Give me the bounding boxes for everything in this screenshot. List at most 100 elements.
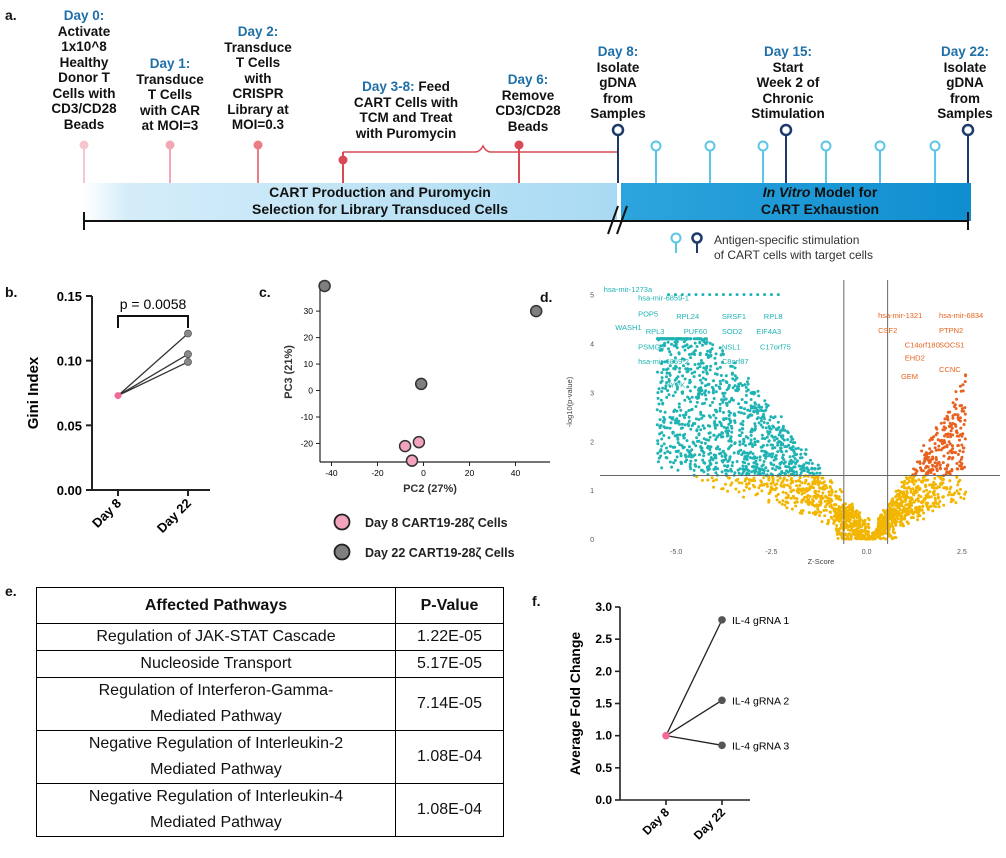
volcano-point	[829, 498, 833, 502]
volcano-point	[955, 413, 959, 417]
volcano-point	[806, 482, 810, 486]
volcano-point	[813, 504, 817, 508]
volcano-point	[690, 371, 694, 375]
y-tick-label: -10	[301, 412, 314, 422]
volcano-point	[699, 428, 703, 432]
volcano-point	[712, 467, 716, 471]
volcano-point	[850, 510, 854, 514]
volcano-point	[847, 532, 851, 536]
volcano-point	[726, 433, 730, 437]
volcano-point	[783, 445, 787, 449]
volcano-point	[942, 486, 946, 490]
volcano-point	[721, 487, 725, 491]
volcano-point	[660, 437, 664, 441]
volcano-point	[752, 410, 756, 414]
volcano-point	[761, 425, 765, 429]
volcano-point	[775, 428, 779, 432]
volcano-point	[755, 456, 759, 460]
volcano-point	[945, 443, 949, 447]
volcano-point	[896, 506, 900, 510]
event-day-0-line: CD3/CD28	[51, 101, 117, 116]
volcano-point	[665, 371, 669, 375]
volcano-point	[905, 481, 909, 485]
volcano-point	[668, 444, 672, 448]
volcano-point	[687, 419, 691, 423]
volcano-point	[908, 480, 911, 483]
volcano-point	[751, 452, 755, 456]
volcano-point	[678, 366, 682, 370]
volcano-point	[741, 464, 745, 468]
event-day-22-line: gDNA	[946, 75, 984, 90]
volcano-point	[722, 425, 726, 429]
event-day-8-line: Samples	[590, 106, 646, 121]
volcano-point	[806, 499, 810, 503]
volcano-point	[839, 523, 843, 527]
volcano-point	[695, 396, 699, 400]
volcano-point	[884, 513, 888, 517]
volcano-point	[718, 409, 722, 413]
volcano-point	[698, 391, 701, 395]
volcano-point	[927, 495, 931, 499]
volcano-point	[674, 382, 678, 386]
header-affected-pathways: Affected Pathways	[36, 587, 396, 624]
volcano-point	[665, 375, 668, 379]
volcano-point	[920, 449, 924, 453]
volcano-point	[688, 389, 692, 393]
volcano-point	[733, 421, 737, 424]
volcano-point	[673, 434, 677, 438]
volcano-point	[813, 476, 817, 480]
x-tick-label: 0	[421, 468, 426, 478]
volcano-point	[797, 464, 801, 468]
volcano-point	[701, 458, 705, 462]
volcano-point	[752, 485, 756, 489]
volcano-point	[706, 354, 710, 358]
volcano-point	[725, 404, 729, 407]
volcano-point	[910, 508, 914, 512]
volcano-point	[784, 472, 788, 476]
gene-label-down: PUF60	[684, 327, 707, 336]
panel-label-e: e.	[5, 583, 17, 599]
volcano-point	[697, 465, 701, 469]
series-label: IL-4 gRNA 2	[732, 695, 789, 707]
gene-label-down: hsa-mir-6859-1	[638, 294, 689, 303]
volcano-point	[656, 391, 660, 395]
volcano-point	[695, 436, 699, 440]
volcano-point	[903, 479, 907, 483]
event-day-22-line: Isolate	[943, 59, 987, 75]
volcano-point	[713, 424, 717, 428]
volcano-point	[903, 509, 907, 513]
volcano-point	[804, 448, 808, 452]
volcano-point	[949, 435, 953, 439]
volcano-point	[806, 502, 810, 506]
volcano-point	[786, 438, 790, 442]
y-tick-label: 2	[590, 439, 594, 446]
volcano-point	[681, 434, 685, 437]
volcano-point	[878, 516, 882, 520]
volcano-point	[700, 416, 704, 420]
volcano-point	[663, 451, 667, 455]
legend-marker	[333, 543, 351, 561]
volcano-point	[678, 422, 682, 426]
volcano-point	[708, 404, 712, 407]
volcano-point	[707, 431, 711, 435]
volcano-point	[701, 376, 705, 380]
pathway-cell: Regulation of Interferon-Gamma- Mediated …	[36, 677, 396, 731]
volcano-point	[740, 398, 744, 401]
volcano-point	[668, 384, 672, 388]
volcano-point	[707, 452, 711, 456]
volcano-point	[883, 515, 887, 519]
volcano-point	[694, 293, 698, 297]
volcano-point	[775, 498, 779, 502]
volcano-point	[769, 415, 773, 419]
panel-label-d: d.	[540, 289, 553, 305]
volcano-point	[851, 528, 855, 532]
pca-point	[529, 304, 543, 318]
gene-label-up: SOCS1	[939, 340, 964, 349]
volcano-point	[764, 408, 768, 412]
volcano-point	[760, 433, 764, 437]
volcano-point	[688, 465, 692, 468]
volcano-point	[955, 467, 959, 471]
volcano-point	[717, 433, 721, 437]
y-tick-label: -20	[301, 438, 314, 448]
volcano-point	[692, 375, 696, 379]
